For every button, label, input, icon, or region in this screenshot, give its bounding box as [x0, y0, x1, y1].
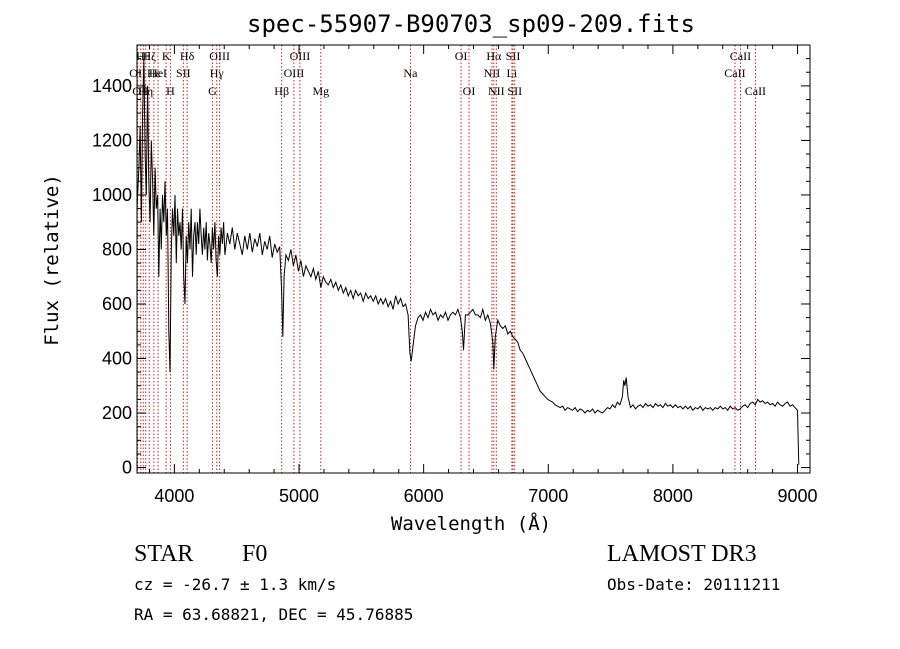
- line-marker-label: HeI: [149, 66, 167, 80]
- y-tick-label: 1000: [92, 185, 132, 205]
- chart-title: spec-55907-B90703_sp09-209.fits: [247, 10, 695, 38]
- line-marker-label: Hε: [147, 66, 161, 80]
- x-tick-label: 4000: [154, 486, 194, 506]
- line-marker-label: SII: [176, 66, 191, 80]
- line-marker-label: Hζ: [142, 49, 156, 63]
- y-tick-label: 0: [122, 458, 132, 478]
- x-tick-label: 5000: [279, 486, 319, 506]
- line-marker-label: OI: [463, 84, 476, 98]
- line-marker-label: CaII: [730, 49, 751, 63]
- y-axis-ticks: 0 200 400 600 800 1000 1200 1400: [92, 58, 810, 478]
- y-tick-label: 400: [102, 349, 132, 369]
- line-marker-label: OIII: [209, 49, 230, 63]
- line-marker-label: SII: [506, 49, 521, 63]
- line-marker-label: NII: [484, 66, 501, 80]
- line-marker-label: Na: [403, 66, 418, 80]
- x-tick-label: 9000: [778, 486, 818, 506]
- redshift-text: cz = -26.7 ± 1.3 km/s: [134, 575, 336, 594]
- x-axis-ticks: 4000 5000 6000 7000 8000 9000: [148, 45, 818, 506]
- line-marker-label: Li: [507, 66, 518, 80]
- object-subclass: F0: [242, 541, 267, 567]
- line-marker-label: Hθ: [136, 49, 151, 63]
- line-marker-label: OIII: [290, 49, 311, 63]
- line-marker-label: Hγ: [210, 66, 225, 80]
- line-marker-label: Hδ: [180, 49, 195, 63]
- line-marker-label: H: [166, 84, 175, 98]
- y-axis-label: Flux (relative): [41, 174, 63, 346]
- survey-name: LAMOST DR3: [607, 541, 757, 567]
- line-marker-label: OII: [129, 66, 146, 80]
- line-marker-label: CaII: [724, 66, 745, 80]
- coordinates-text: RA = 63.68821, DEC = 45.76885: [134, 605, 413, 624]
- y-tick-label: 1200: [92, 130, 132, 150]
- y-tick-label: 200: [102, 403, 132, 423]
- line-marker-label: OI: [455, 49, 468, 63]
- spectrum-series-line: [136, 58, 800, 465]
- line-marker-label: K: [162, 49, 171, 63]
- x-axis-label: Wavelength (Å): [391, 512, 551, 535]
- obs-date-text: Obs-Date: 20111211: [607, 575, 780, 594]
- y-tick-label: 800: [102, 239, 132, 259]
- x-tick-label: 7000: [528, 486, 568, 506]
- plot-area: [136, 58, 800, 465]
- line-marker-label: G: [208, 84, 217, 98]
- object-class: STAR: [134, 541, 193, 567]
- line-marker-label: Mg: [312, 84, 329, 98]
- line-marker-label: Hβ: [274, 84, 289, 98]
- line-marker-label: CaII: [745, 84, 766, 98]
- y-tick-label: 1400: [92, 76, 132, 96]
- x-tick-label: 8000: [653, 486, 693, 506]
- line-marker-label: OIII: [284, 66, 305, 80]
- y-tick-label: 600: [102, 294, 132, 314]
- line-marker-label: Hα: [486, 49, 502, 63]
- line-marker-label: NII: [488, 84, 505, 98]
- line-markers: OIIOIIHθHηHζHεHeIKHSIIHδGHγOIIIHβOIIIOII…: [129, 45, 766, 473]
- x-tick-label: 6000: [404, 486, 444, 506]
- line-marker-label: SII: [507, 84, 522, 98]
